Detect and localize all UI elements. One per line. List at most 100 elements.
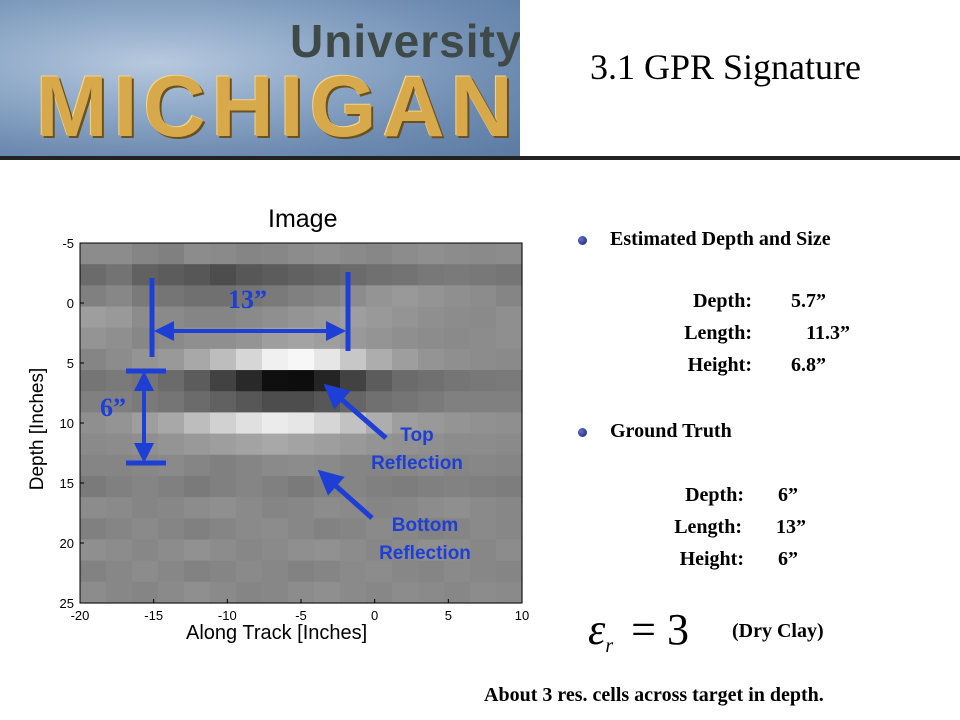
heatmap-cell bbox=[184, 370, 211, 392]
heatmap-cell bbox=[236, 560, 263, 583]
heatmap-cell bbox=[470, 539, 497, 562]
heatmap-cell bbox=[470, 581, 497, 604]
heatmap-cell bbox=[444, 306, 471, 329]
heatmap-cell bbox=[444, 391, 471, 414]
y-tick-label: -5 bbox=[62, 236, 74, 251]
heatmap-cell bbox=[418, 475, 445, 498]
ground-truth-heading: Ground Truth bbox=[610, 420, 732, 442]
heatmap-cell bbox=[418, 518, 445, 541]
heatmap-cell bbox=[470, 243, 497, 265]
heatmap-cell bbox=[210, 475, 237, 498]
estimated-length-row: Length: 11.3” bbox=[656, 322, 850, 345]
heatmap-cell bbox=[288, 285, 315, 308]
heatmap-cell bbox=[314, 264, 341, 286]
heatmap-cell bbox=[158, 433, 185, 456]
heatmap-cell bbox=[340, 370, 367, 392]
heatmap-cell bbox=[392, 581, 419, 604]
heatmap-cell bbox=[392, 306, 419, 329]
heatmap-cell bbox=[496, 581, 523, 604]
heatmap-cell bbox=[210, 412, 237, 435]
heatmap-cell bbox=[80, 412, 107, 435]
heatmap-cell bbox=[262, 518, 289, 541]
heatmap-cell bbox=[262, 433, 289, 456]
heatmap-cell bbox=[106, 264, 133, 286]
heatmap-cell bbox=[366, 560, 393, 583]
x-tick-label: 0 bbox=[371, 608, 378, 623]
heatmap-cell bbox=[340, 581, 367, 604]
heatmap-cell bbox=[210, 454, 237, 477]
heatmap-cell bbox=[496, 306, 523, 329]
heatmap-cell bbox=[80, 497, 107, 519]
heatmap-cell bbox=[418, 391, 445, 414]
heatmap-cell bbox=[106, 560, 133, 583]
heatmap-cell bbox=[366, 391, 393, 414]
university-logo-banner: University of MICHIGAN bbox=[0, 0, 520, 158]
heatmap-cell bbox=[470, 497, 497, 519]
heatmap-cell bbox=[184, 391, 211, 414]
heatmap-cell bbox=[184, 539, 211, 562]
heatmap-cell bbox=[444, 264, 471, 286]
heatmap-cell bbox=[106, 391, 133, 414]
heatmap-cell bbox=[340, 433, 367, 456]
heatmap-cell bbox=[496, 243, 523, 265]
heatmap-cell bbox=[132, 264, 159, 286]
heatmap-cell bbox=[158, 306, 185, 329]
heatmap-cell bbox=[236, 348, 263, 371]
heatmap-cell bbox=[392, 391, 419, 414]
x-axis-label: Along Track [Inches] bbox=[186, 622, 368, 644]
heatmap-cell bbox=[80, 581, 107, 604]
heatmap-cell bbox=[470, 348, 497, 371]
heatmap-cell bbox=[236, 518, 263, 541]
heatmap-cell bbox=[340, 243, 367, 265]
heatmap-cell bbox=[132, 285, 159, 308]
heatmap-cell bbox=[262, 454, 289, 477]
heatmap-cell bbox=[392, 412, 419, 435]
heatmap-cell bbox=[80, 391, 107, 414]
heatmap-cell bbox=[392, 243, 419, 265]
heatmap-cell bbox=[288, 560, 315, 583]
heatmap-cell bbox=[106, 581, 133, 604]
heatmap-cell bbox=[184, 306, 211, 329]
heatmap-cell bbox=[418, 306, 445, 329]
heatmap-cell bbox=[158, 370, 185, 392]
logo-line-michigan: MICHIGAN bbox=[36, 59, 519, 155]
x-tick-label: 10 bbox=[515, 608, 529, 623]
heatmap-cell bbox=[496, 412, 523, 435]
heatmap-cell bbox=[496, 327, 523, 350]
heatmap-cell bbox=[158, 518, 185, 541]
heatmap-cell bbox=[314, 370, 341, 392]
heatmap-cell bbox=[418, 581, 445, 604]
heatmap-cell bbox=[392, 497, 419, 519]
heatmap-cell bbox=[444, 243, 471, 265]
heatmap-cell bbox=[496, 391, 523, 414]
heatmap-cell bbox=[340, 518, 367, 541]
heatmap-cell bbox=[158, 475, 185, 498]
estimated-height-row: Height: 6.8” bbox=[664, 354, 826, 377]
heatmap-cell bbox=[236, 581, 263, 604]
heatmap-cell bbox=[444, 581, 471, 604]
heatmap-cell bbox=[418, 243, 445, 265]
heatmap-cell bbox=[444, 497, 471, 519]
heatmap-cell bbox=[106, 475, 133, 498]
heatmap-cell bbox=[340, 327, 367, 350]
heatmap-cell bbox=[236, 243, 263, 265]
heatmap-cell bbox=[496, 539, 523, 562]
heatmap-cell bbox=[132, 243, 159, 265]
heatmap-cell bbox=[418, 327, 445, 350]
heatmap-cell bbox=[470, 306, 497, 329]
heatmap-cell bbox=[288, 454, 315, 477]
heatmap-cell bbox=[106, 370, 133, 392]
heatmap-cell bbox=[158, 539, 185, 562]
heatmap-cell bbox=[158, 497, 185, 519]
top-reflection-label: Top Reflection bbox=[362, 422, 472, 478]
bottom-reflection-arrow bbox=[317, 469, 374, 520]
bullet-icon bbox=[578, 236, 587, 245]
heatmap-cell bbox=[444, 560, 471, 583]
estimated-depth-label: Depth: bbox=[693, 290, 752, 312]
heatmap-cell bbox=[392, 348, 419, 371]
heatmap-cell bbox=[444, 348, 471, 371]
heatmap-cell bbox=[236, 475, 263, 498]
heatmap-cell bbox=[184, 412, 211, 435]
y-tick-label: 15 bbox=[60, 476, 74, 491]
heatmap-cell bbox=[158, 581, 185, 604]
